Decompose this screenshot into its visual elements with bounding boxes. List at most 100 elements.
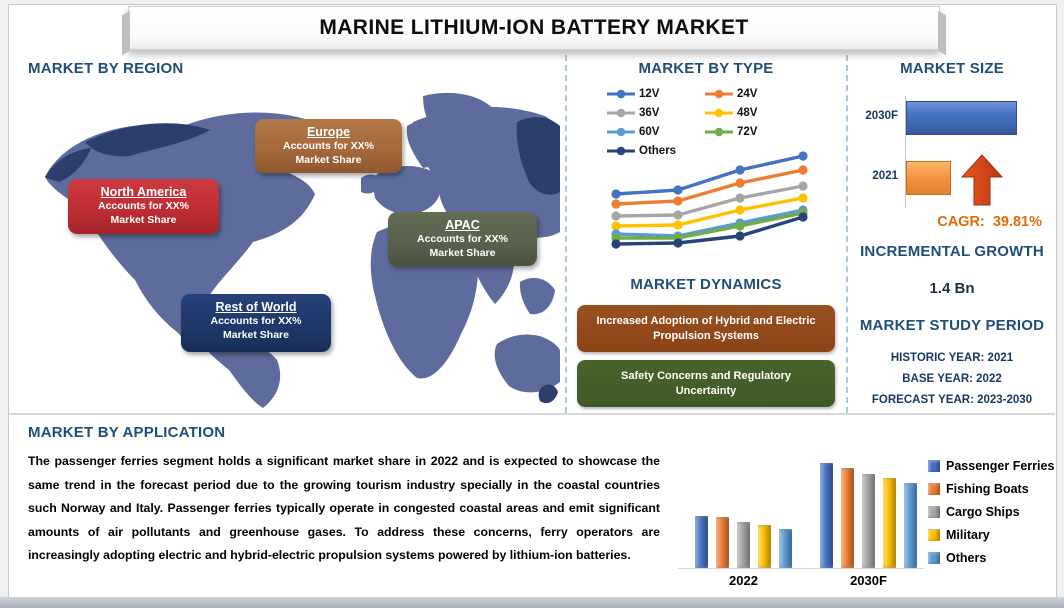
legend-label: Military: [946, 527, 990, 542]
market-size-axis: [905, 96, 906, 208]
legend-label: Fishing Boats: [946, 481, 1029, 496]
map-australia: [494, 334, 560, 393]
dynamics-section-heading: MARKET DYNAMICS: [630, 276, 782, 293]
type-section-heading: MARKET BY TYPE: [638, 60, 774, 77]
legend-item-48v: 48V: [704, 106, 802, 120]
data-point: [673, 185, 683, 195]
growth-arrow-icon: [960, 154, 1004, 206]
region-name: Rest of World: [215, 300, 297, 314]
bar-label-2030f: 2030F: [865, 110, 898, 122]
legend-label: 60V: [639, 126, 660, 138]
data-point: [798, 181, 808, 191]
page-title: MARINE LITHIUM-ION BATTERY MARKET: [319, 16, 749, 39]
legend-swatch-icon: [928, 528, 940, 541]
separator-left: [565, 55, 567, 413]
application-paragraph: The passenger ferries segment holds a si…: [28, 454, 660, 562]
market-size-bar-2030f: [906, 101, 1017, 135]
legend-item-cargo-ships: Cargo Ships: [928, 505, 1054, 519]
map-se-asia: [519, 277, 555, 315]
series-line-48v: [614, 196, 805, 228]
horizontal-divider: [9, 413, 1055, 415]
series-line-72v: [614, 211, 805, 240]
bar-cargo-ships: [862, 473, 875, 568]
data-point: [673, 220, 683, 230]
map-canada-dark: [85, 123, 210, 157]
data-point: [798, 212, 808, 222]
separator-right: [846, 55, 848, 413]
region-name: North America: [100, 185, 187, 199]
region-share-line2: Market Share: [223, 328, 289, 341]
cagr-annotation: CAGR: 39.81%: [848, 214, 1042, 230]
legend-swatch-icon: [928, 482, 940, 495]
map-south-america: [203, 338, 281, 408]
legend-line-marker-icon: [607, 146, 635, 156]
legend-line-marker-icon: [705, 89, 733, 99]
bar-cargo-ships: [737, 521, 750, 568]
legend-line-marker-icon: [607, 127, 635, 137]
legend-swatch-icon: [928, 505, 940, 518]
region-section-heading: MARKET BY REGION: [28, 60, 184, 77]
forecast-year: FORECAST YEAR: 2023-2030: [871, 394, 1033, 406]
application-chart-bars: [678, 455, 924, 569]
bar-group-2030f: [820, 463, 917, 568]
legend-item-60v: 60V: [606, 125, 704, 139]
legend-item-fishing-boats: Fishing Boats: [928, 481, 1054, 496]
legend-item-72v: 72V: [704, 125, 802, 139]
type-legend: 12V 24V 36V 48V 60V 72V Others: [606, 87, 802, 158]
map-europe: [373, 165, 441, 215]
application-chart-labels: 2022 2030F: [678, 573, 924, 588]
data-point: [735, 165, 745, 175]
legend-item-passenger-ferries: Passenger Ferries: [928, 458, 1055, 473]
incremental-growth-value: 1.4 Bn: [929, 280, 975, 297]
legend-label: 72V: [737, 126, 758, 138]
data-point: [798, 193, 808, 203]
region-name: Europe: [306, 125, 351, 139]
map-new-zealand-dark: [538, 384, 558, 404]
legend-item-military: Military: [928, 527, 1054, 542]
data-point: [735, 178, 745, 188]
data-point: [735, 205, 745, 215]
region-callout-north-america: North America Accounts for XX% Market Sh…: [68, 179, 219, 234]
legend-line-marker-icon: [705, 108, 733, 118]
legend-label: Passenger Ferries: [946, 458, 1055, 473]
bar-passenger-ferries: [820, 463, 833, 568]
bar-fishing-boats: [841, 468, 854, 568]
category-label-2030f: 2030F: [850, 573, 887, 588]
series-line-36v: [614, 184, 805, 218]
data-point: [673, 196, 683, 206]
growth-section-heading: INCREMENTAL GROWTH: [860, 243, 1044, 260]
size-section-heading: MARKET SIZE: [900, 60, 1004, 77]
bottom-band: [0, 597, 1064, 608]
data-point: [611, 189, 621, 199]
dynamics-restraint-box: Safety Concerns and Regulatory Uncertain…: [577, 360, 835, 407]
legend-label: 48V: [737, 107, 758, 119]
legend-item-others: Others: [606, 144, 704, 158]
region-share-line2: Market Share: [429, 246, 496, 259]
series-line-12v: [614, 154, 805, 196]
region-share-line2: Market Share: [295, 153, 362, 166]
legend-line-marker-icon: [607, 89, 635, 99]
base-year: BASE YEAR: 2022: [902, 373, 1002, 385]
bar-passenger-ferries: [695, 515, 708, 568]
legend-label: Others: [639, 145, 677, 157]
data-point: [735, 221, 745, 231]
bar-others: [779, 529, 792, 568]
bar-military: [758, 524, 771, 568]
data-point: [673, 210, 683, 220]
legend-item-others: Others: [928, 551, 1054, 565]
region-share-line1: Accounts for XX%: [97, 200, 189, 212]
data-point: [611, 211, 621, 221]
region-share-line1: Accounts for XX%: [210, 315, 302, 327]
data-point: [611, 199, 621, 209]
title-ribbon: MARINE LITHIUM-ION BATTERY MARKET: [128, 6, 940, 50]
bar-group-2022: [695, 515, 792, 568]
type-line-chart: [611, 151, 808, 249]
region-share-line1: Accounts for XX%: [282, 140, 374, 152]
legend-item-36v: 36V: [606, 106, 704, 120]
application-chart: 2022 2030F: [678, 455, 924, 588]
application-legend: Passenger Ferries Fishing Boats Cargo Ship…: [928, 458, 1055, 565]
region-callout-europe: Europe Accounts for XX% Market Share: [255, 119, 402, 173]
cagr-value: 39.81%: [992, 214, 1042, 230]
legend-label: 12V: [639, 88, 660, 100]
